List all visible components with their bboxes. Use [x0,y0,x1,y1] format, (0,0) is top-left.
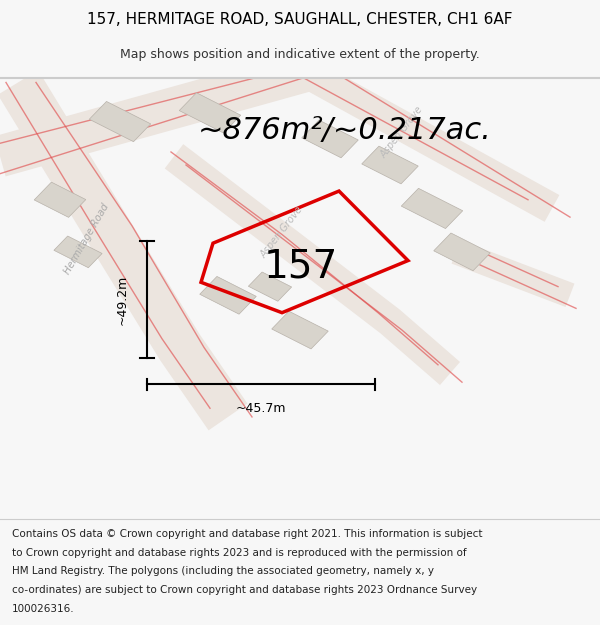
Text: to Crown copyright and database rights 2023 and is reproduced with the permissio: to Crown copyright and database rights 2… [12,548,467,558]
Text: Aspen Grove: Aspen Grove [259,204,305,260]
Polygon shape [272,311,328,349]
Polygon shape [200,276,256,314]
Text: Hermitage Road: Hermitage Road [63,202,111,276]
Text: ~49.2m: ~49.2m [116,274,129,325]
Polygon shape [54,236,102,268]
Text: 157, HERMITAGE ROAD, SAUGHALL, CHESTER, CH1 6AF: 157, HERMITAGE ROAD, SAUGHALL, CHESTER, … [87,12,513,27]
Text: 157: 157 [263,248,338,286]
Text: ~45.7m: ~45.7m [236,402,286,415]
Text: Aspen Grove: Aspen Grove [379,105,425,160]
Text: 100026316.: 100026316. [12,604,74,614]
Text: co-ordinates) are subject to Crown copyright and database rights 2023 Ordnance S: co-ordinates) are subject to Crown copyr… [12,585,477,595]
Text: ~876m²/~0.217ac.: ~876m²/~0.217ac. [198,116,492,145]
Text: Contains OS data © Crown copyright and database right 2021. This information is : Contains OS data © Crown copyright and d… [12,529,482,539]
Polygon shape [89,101,151,142]
Polygon shape [302,120,358,158]
Text: Map shows position and indicative extent of the property.: Map shows position and indicative extent… [120,48,480,61]
Polygon shape [248,272,292,301]
Polygon shape [434,233,490,271]
Polygon shape [401,188,463,229]
Polygon shape [362,146,418,184]
Polygon shape [179,92,241,133]
Polygon shape [34,182,86,218]
Text: HM Land Registry. The polygons (including the associated geometry, namely x, y: HM Land Registry. The polygons (includin… [12,566,434,576]
